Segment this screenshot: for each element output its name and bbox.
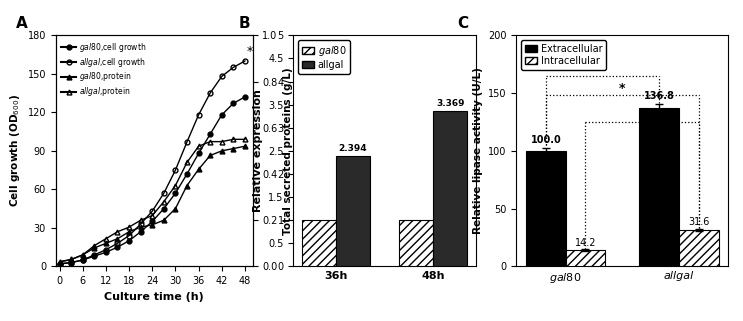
Y-axis label: Relative expression: Relative expression	[253, 90, 263, 212]
Bar	[639, 108, 679, 266]
Y-axis label: Cell growth (OD$_{600}$): Cell growth (OD$_{600}$)	[8, 94, 22, 207]
Bar	[302, 220, 336, 266]
Legend: $gal80$,cell growth, $allgal$,cell growth, $gal80$,protein, $allgal$,protein: $gal80$,cell growth, $allgal$,cell growt…	[59, 39, 149, 100]
Text: *: *	[619, 82, 626, 95]
Text: *: *	[599, 62, 606, 75]
Text: 14.2: 14.2	[574, 238, 596, 248]
X-axis label: Culture time (h): Culture time (h)	[104, 292, 204, 302]
Y-axis label: Relative lipase activity (U/L): Relative lipase activity (U/L)	[473, 67, 483, 234]
Bar	[679, 230, 718, 266]
Text: C: C	[457, 16, 468, 31]
Bar	[526, 151, 565, 266]
Bar	[565, 250, 606, 266]
Text: B: B	[239, 16, 250, 31]
Text: 31.6: 31.6	[688, 217, 710, 227]
Text: *: *	[639, 108, 646, 121]
Text: A: A	[16, 16, 28, 31]
Bar	[399, 220, 433, 266]
Text: 100.0: 100.0	[531, 135, 561, 145]
Text: 3.369: 3.369	[436, 99, 464, 108]
Bar	[336, 156, 370, 266]
Text: *: *	[247, 46, 253, 58]
Text: 136.8: 136.8	[643, 91, 675, 101]
Legend: $gal80$, allgal: $gal80$, allgal	[299, 40, 350, 74]
Y-axis label: Total secreted proteins (g/L): Total secreted proteins (g/L)	[283, 67, 293, 235]
Text: 2.394: 2.394	[339, 144, 367, 153]
Legend: Extracellular, Intracellular: Extracellular, Intracellular	[522, 40, 606, 70]
Bar	[433, 111, 467, 266]
